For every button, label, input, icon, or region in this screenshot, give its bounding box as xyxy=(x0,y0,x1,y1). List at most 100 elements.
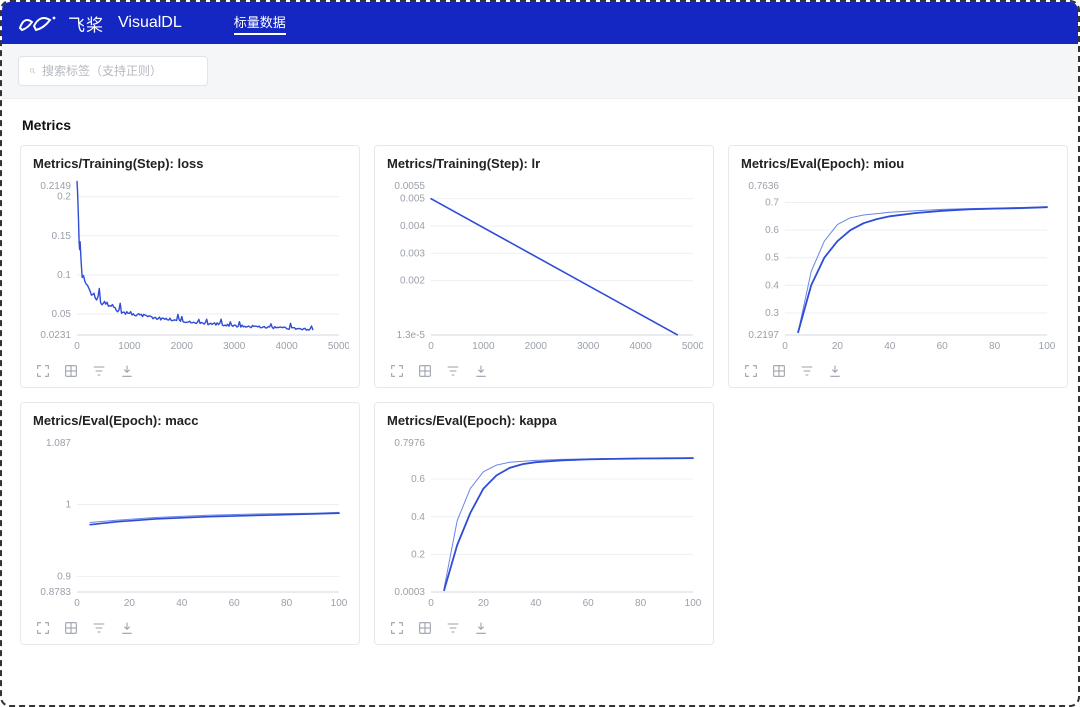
download-icon[interactable] xyxy=(119,620,135,636)
svg-text:0.2: 0.2 xyxy=(57,192,71,203)
svg-text:0.005: 0.005 xyxy=(400,194,425,205)
expand-icon[interactable] xyxy=(743,363,759,379)
searchbox[interactable] xyxy=(18,56,208,86)
svg-text:5000: 5000 xyxy=(328,341,349,352)
chart-card-kappa: Metrics/Eval(Epoch): kappa 0.2 0.4 0.6 0.79… xyxy=(374,402,714,645)
svg-text:3000: 3000 xyxy=(223,341,246,352)
searchbar-row xyxy=(2,44,1078,99)
brand-cn: 飞桨 xyxy=(68,11,104,36)
svg-text:1000: 1000 xyxy=(472,341,495,352)
svg-text:80: 80 xyxy=(281,598,293,609)
filter-icon[interactable] xyxy=(91,620,107,636)
svg-text:20: 20 xyxy=(478,598,490,609)
svg-text:0.7636: 0.7636 xyxy=(748,181,779,192)
download-icon[interactable] xyxy=(119,363,135,379)
grid-icon[interactable] xyxy=(417,363,433,379)
chart-card-macc: Metrics/Eval(Epoch): macc 0.911.0870.878… xyxy=(20,402,360,645)
chart-lr: 0.0020.0030.0040.0050.00551.3e-501000200… xyxy=(387,177,703,357)
svg-text:0.3: 0.3 xyxy=(765,308,779,319)
svg-text:20: 20 xyxy=(124,598,136,609)
filter-icon[interactable] xyxy=(445,363,461,379)
expand-icon[interactable] xyxy=(389,620,405,636)
svg-text:1.3e-5: 1.3e-5 xyxy=(397,330,426,341)
svg-text:0: 0 xyxy=(74,598,80,609)
chart-title: Metrics/Training(Step): loss xyxy=(33,156,347,171)
svg-text:0.2197: 0.2197 xyxy=(748,330,779,341)
svg-text:60: 60 xyxy=(937,341,949,352)
svg-text:0: 0 xyxy=(428,598,434,609)
svg-text:1: 1 xyxy=(65,500,71,511)
svg-text:60: 60 xyxy=(583,598,595,609)
expand-icon[interactable] xyxy=(389,363,405,379)
svg-text:2000: 2000 xyxy=(171,341,194,352)
svg-text:0: 0 xyxy=(428,341,434,352)
svg-text:0.5: 0.5 xyxy=(765,253,779,264)
svg-text:0.003: 0.003 xyxy=(400,248,425,259)
chart-title: Metrics/Eval(Epoch): miou xyxy=(741,156,1055,171)
download-icon[interactable] xyxy=(827,363,843,379)
expand-icon[interactable] xyxy=(35,620,51,636)
chart-card-loss: Metrics/Training(Step): loss 0.05 0.1 0.15… xyxy=(20,145,360,388)
svg-text:0.6: 0.6 xyxy=(765,225,779,236)
svg-text:0.004: 0.004 xyxy=(400,221,425,232)
grid-icon[interactable] xyxy=(63,363,79,379)
filter-icon[interactable] xyxy=(445,620,461,636)
chart-card-lr: Metrics/Training(Step): lr 0.0020.0030.0… xyxy=(374,145,714,388)
svg-text:60: 60 xyxy=(229,598,241,609)
svg-text:1000: 1000 xyxy=(118,341,141,352)
filter-icon[interactable] xyxy=(799,363,815,379)
svg-text:0.05: 0.05 xyxy=(52,309,72,320)
download-icon[interactable] xyxy=(473,620,489,636)
search-icon xyxy=(29,64,36,78)
svg-text:0: 0 xyxy=(74,341,80,352)
svg-text:100: 100 xyxy=(685,598,702,609)
brand-en: VisualDL xyxy=(118,14,182,32)
search-input[interactable] xyxy=(42,64,197,78)
chart-macc: 0.911.0870.8783020406080100 xyxy=(33,434,349,614)
chart-toolbar xyxy=(33,620,347,636)
svg-text:40: 40 xyxy=(176,598,188,609)
grid-icon[interactable] xyxy=(771,363,787,379)
svg-text:0: 0 xyxy=(782,341,788,352)
svg-text:4000: 4000 xyxy=(629,341,652,352)
expand-icon[interactable] xyxy=(35,363,51,379)
paddle-logo-icon xyxy=(18,12,58,34)
chart-title: Metrics/Training(Step): lr xyxy=(387,156,701,171)
svg-text:0.4: 0.4 xyxy=(765,280,779,291)
chart-toolbar xyxy=(741,363,1055,379)
chart-grid: Metrics/Training(Step): loss 0.05 0.1 0.15… xyxy=(20,145,1060,645)
chart-toolbar xyxy=(33,363,347,379)
svg-text:0.15: 0.15 xyxy=(52,231,72,242)
filter-icon[interactable] xyxy=(91,363,107,379)
svg-text:0.7976: 0.7976 xyxy=(394,438,425,449)
svg-text:0.6: 0.6 xyxy=(411,474,425,485)
svg-text:40: 40 xyxy=(530,598,542,609)
chart-title: Metrics/Eval(Epoch): kappa xyxy=(387,413,701,428)
download-icon[interactable] xyxy=(473,363,489,379)
svg-text:20: 20 xyxy=(832,341,844,352)
svg-text:100: 100 xyxy=(331,598,348,609)
svg-text:1.087: 1.087 xyxy=(46,438,71,449)
chart-title: Metrics/Eval(Epoch): macc xyxy=(33,413,347,428)
chart-loss: 0.050.10.150.20.21490.023101000200030004… xyxy=(33,177,349,357)
grid-icon[interactable] xyxy=(417,620,433,636)
svg-text:0.9: 0.9 xyxy=(57,571,71,582)
chart-card-miou: Metrics/Eval(Epoch): miou 0.3 0.4 0.5 0.6 0.… xyxy=(728,145,1068,388)
chart-kappa: 0.20.40.60.79760.0003020406080100 xyxy=(387,434,703,614)
svg-text:0.0055: 0.0055 xyxy=(394,181,425,192)
svg-text:0.4: 0.4 xyxy=(411,512,425,523)
nav-scalar[interactable]: 标量数据 xyxy=(234,12,286,35)
content: Metrics Metrics/Training(Step): loss 0.0… xyxy=(2,99,1078,663)
svg-text:0.2: 0.2 xyxy=(411,549,425,560)
svg-text:100: 100 xyxy=(1039,341,1056,352)
svg-text:3000: 3000 xyxy=(577,341,600,352)
svg-text:80: 80 xyxy=(989,341,1001,352)
chart-toolbar xyxy=(387,620,701,636)
svg-text:4000: 4000 xyxy=(275,341,298,352)
section-title: Metrics xyxy=(22,117,1060,133)
svg-text:40: 40 xyxy=(884,341,896,352)
svg-text:0.2149: 0.2149 xyxy=(40,181,71,192)
svg-text:0.1: 0.1 xyxy=(57,270,71,281)
svg-text:0.7: 0.7 xyxy=(765,198,779,209)
grid-icon[interactable] xyxy=(63,620,79,636)
